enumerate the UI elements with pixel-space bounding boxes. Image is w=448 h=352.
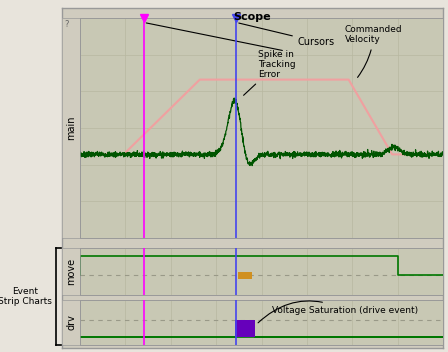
Text: Spike in
Tracking
Error: Spike in Tracking Error (244, 50, 296, 95)
Text: ?: ? (64, 20, 69, 29)
Bar (235, 320, 255, 337)
Text: main: main (66, 116, 76, 140)
Text: drv: drv (66, 315, 76, 331)
Bar (238, 271, 252, 279)
Text: Cursors: Cursors (239, 23, 335, 46)
Text: Commanded
Velocity: Commanded Velocity (345, 25, 403, 77)
Text: move: move (66, 258, 76, 285)
Text: Voltage Saturation (drive event): Voltage Saturation (drive event) (258, 301, 418, 323)
Text: Scope: Scope (234, 12, 271, 21)
Text: Event
Strip Charts: Event Strip Charts (0, 287, 52, 306)
